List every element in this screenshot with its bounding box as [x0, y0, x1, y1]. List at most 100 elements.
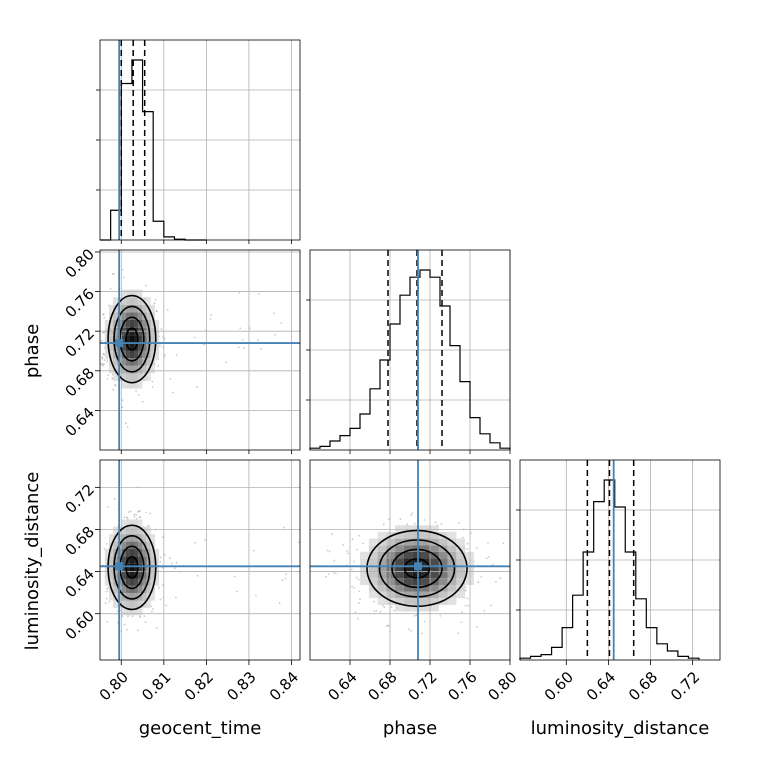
sample-point	[170, 562, 173, 565]
sample-point	[407, 628, 410, 631]
contour-line	[391, 548, 443, 589]
density-cell	[109, 563, 114, 572]
sample-point	[126, 517, 129, 520]
density-cell	[430, 598, 439, 605]
sample-point	[104, 602, 107, 604]
density-cell	[125, 335, 130, 343]
y-axis-label-luminosity-distance: luminosity_distance	[22, 472, 43, 651]
density-cell	[125, 548, 130, 557]
sample-point	[467, 604, 469, 607]
y-tick-label: 0.64	[62, 565, 98, 601]
sample-point	[121, 399, 124, 402]
density-cell	[154, 548, 160, 557]
sample-point	[102, 332, 104, 334]
density-cell	[438, 565, 448, 572]
density-cell	[456, 558, 466, 566]
density-cell	[138, 541, 143, 549]
sample-point	[347, 552, 349, 555]
density-cell	[129, 585, 134, 594]
density-cell	[456, 591, 466, 599]
sample-point	[470, 532, 472, 534]
sample-point	[102, 313, 105, 316]
density-cell	[138, 585, 143, 594]
density-cell	[395, 558, 404, 566]
density-cell	[129, 548, 134, 557]
density-cell	[129, 335, 134, 343]
x-tick-label: 0.83	[223, 668, 259, 704]
density-cell	[134, 534, 139, 542]
sample-point	[243, 347, 245, 350]
density-cell	[142, 556, 147, 564]
density-cell	[150, 342, 155, 351]
density-cell	[125, 519, 130, 527]
density-cell	[412, 558, 422, 566]
sample-point	[139, 516, 142, 519]
density-cell	[125, 607, 130, 616]
sample-point	[103, 548, 106, 550]
sample-point	[281, 579, 284, 582]
density-cell	[134, 526, 139, 535]
sample-point	[406, 523, 408, 526]
sample-point	[101, 363, 104, 365]
density-cell	[109, 556, 114, 564]
sample-point	[350, 568, 353, 571]
sample-point	[138, 509, 141, 512]
sample-point	[466, 548, 469, 551]
sample-point	[138, 615, 141, 617]
density-cell	[395, 591, 404, 599]
sample-point	[460, 621, 463, 624]
density-cell	[142, 350, 147, 359]
density-cell	[386, 538, 396, 546]
sample-point	[159, 598, 162, 601]
y-tick-label: 0.72	[62, 324, 98, 360]
sample-point	[249, 327, 251, 330]
contour-line	[403, 558, 431, 579]
density-cell	[377, 585, 387, 592]
sample-point	[137, 629, 140, 632]
density-cell	[134, 607, 139, 616]
density-cell	[412, 551, 422, 559]
density-cell	[154, 342, 160, 351]
y-tick-label: 0.68	[62, 364, 98, 400]
density-cell	[430, 604, 439, 612]
sample-point	[252, 549, 255, 552]
density-cell	[125, 373, 130, 381]
density-cell	[368, 545, 378, 552]
density-cell	[412, 525, 422, 532]
sample-point	[158, 586, 161, 589]
sample-point	[174, 567, 176, 570]
sample-point	[103, 363, 105, 365]
panel-frame-geocent_time-luminosity_distance	[99, 459, 301, 661]
sample-point	[236, 590, 238, 593]
sample-point	[106, 506, 109, 508]
density-cell	[360, 558, 369, 566]
density-cell	[129, 593, 134, 601]
sample-point	[106, 590, 108, 593]
density-cell	[142, 578, 147, 586]
y-tick-label: 0.60	[62, 607, 98, 643]
density-cell	[403, 598, 413, 605]
density-cell	[104, 342, 109, 351]
density-cell	[150, 593, 155, 601]
density-cell	[430, 525, 439, 532]
sample-point	[239, 327, 242, 330]
sample-point	[241, 339, 244, 341]
sample-point	[413, 614, 416, 617]
density-cell	[430, 585, 439, 592]
density-cell	[150, 365, 155, 374]
density-cell	[438, 551, 448, 559]
sample-point	[257, 339, 259, 342]
truth-marker	[115, 339, 124, 348]
sample-point	[333, 560, 336, 562]
sample-point	[103, 331, 106, 334]
density-cell	[447, 598, 457, 605]
density-cell	[430, 538, 439, 546]
sample-point	[358, 590, 361, 592]
density-cell	[113, 578, 118, 586]
density-cell	[134, 585, 139, 594]
density-cell	[430, 565, 439, 572]
contour-line	[378, 539, 456, 598]
sample-point	[388, 625, 390, 627]
density-cell	[109, 335, 114, 343]
